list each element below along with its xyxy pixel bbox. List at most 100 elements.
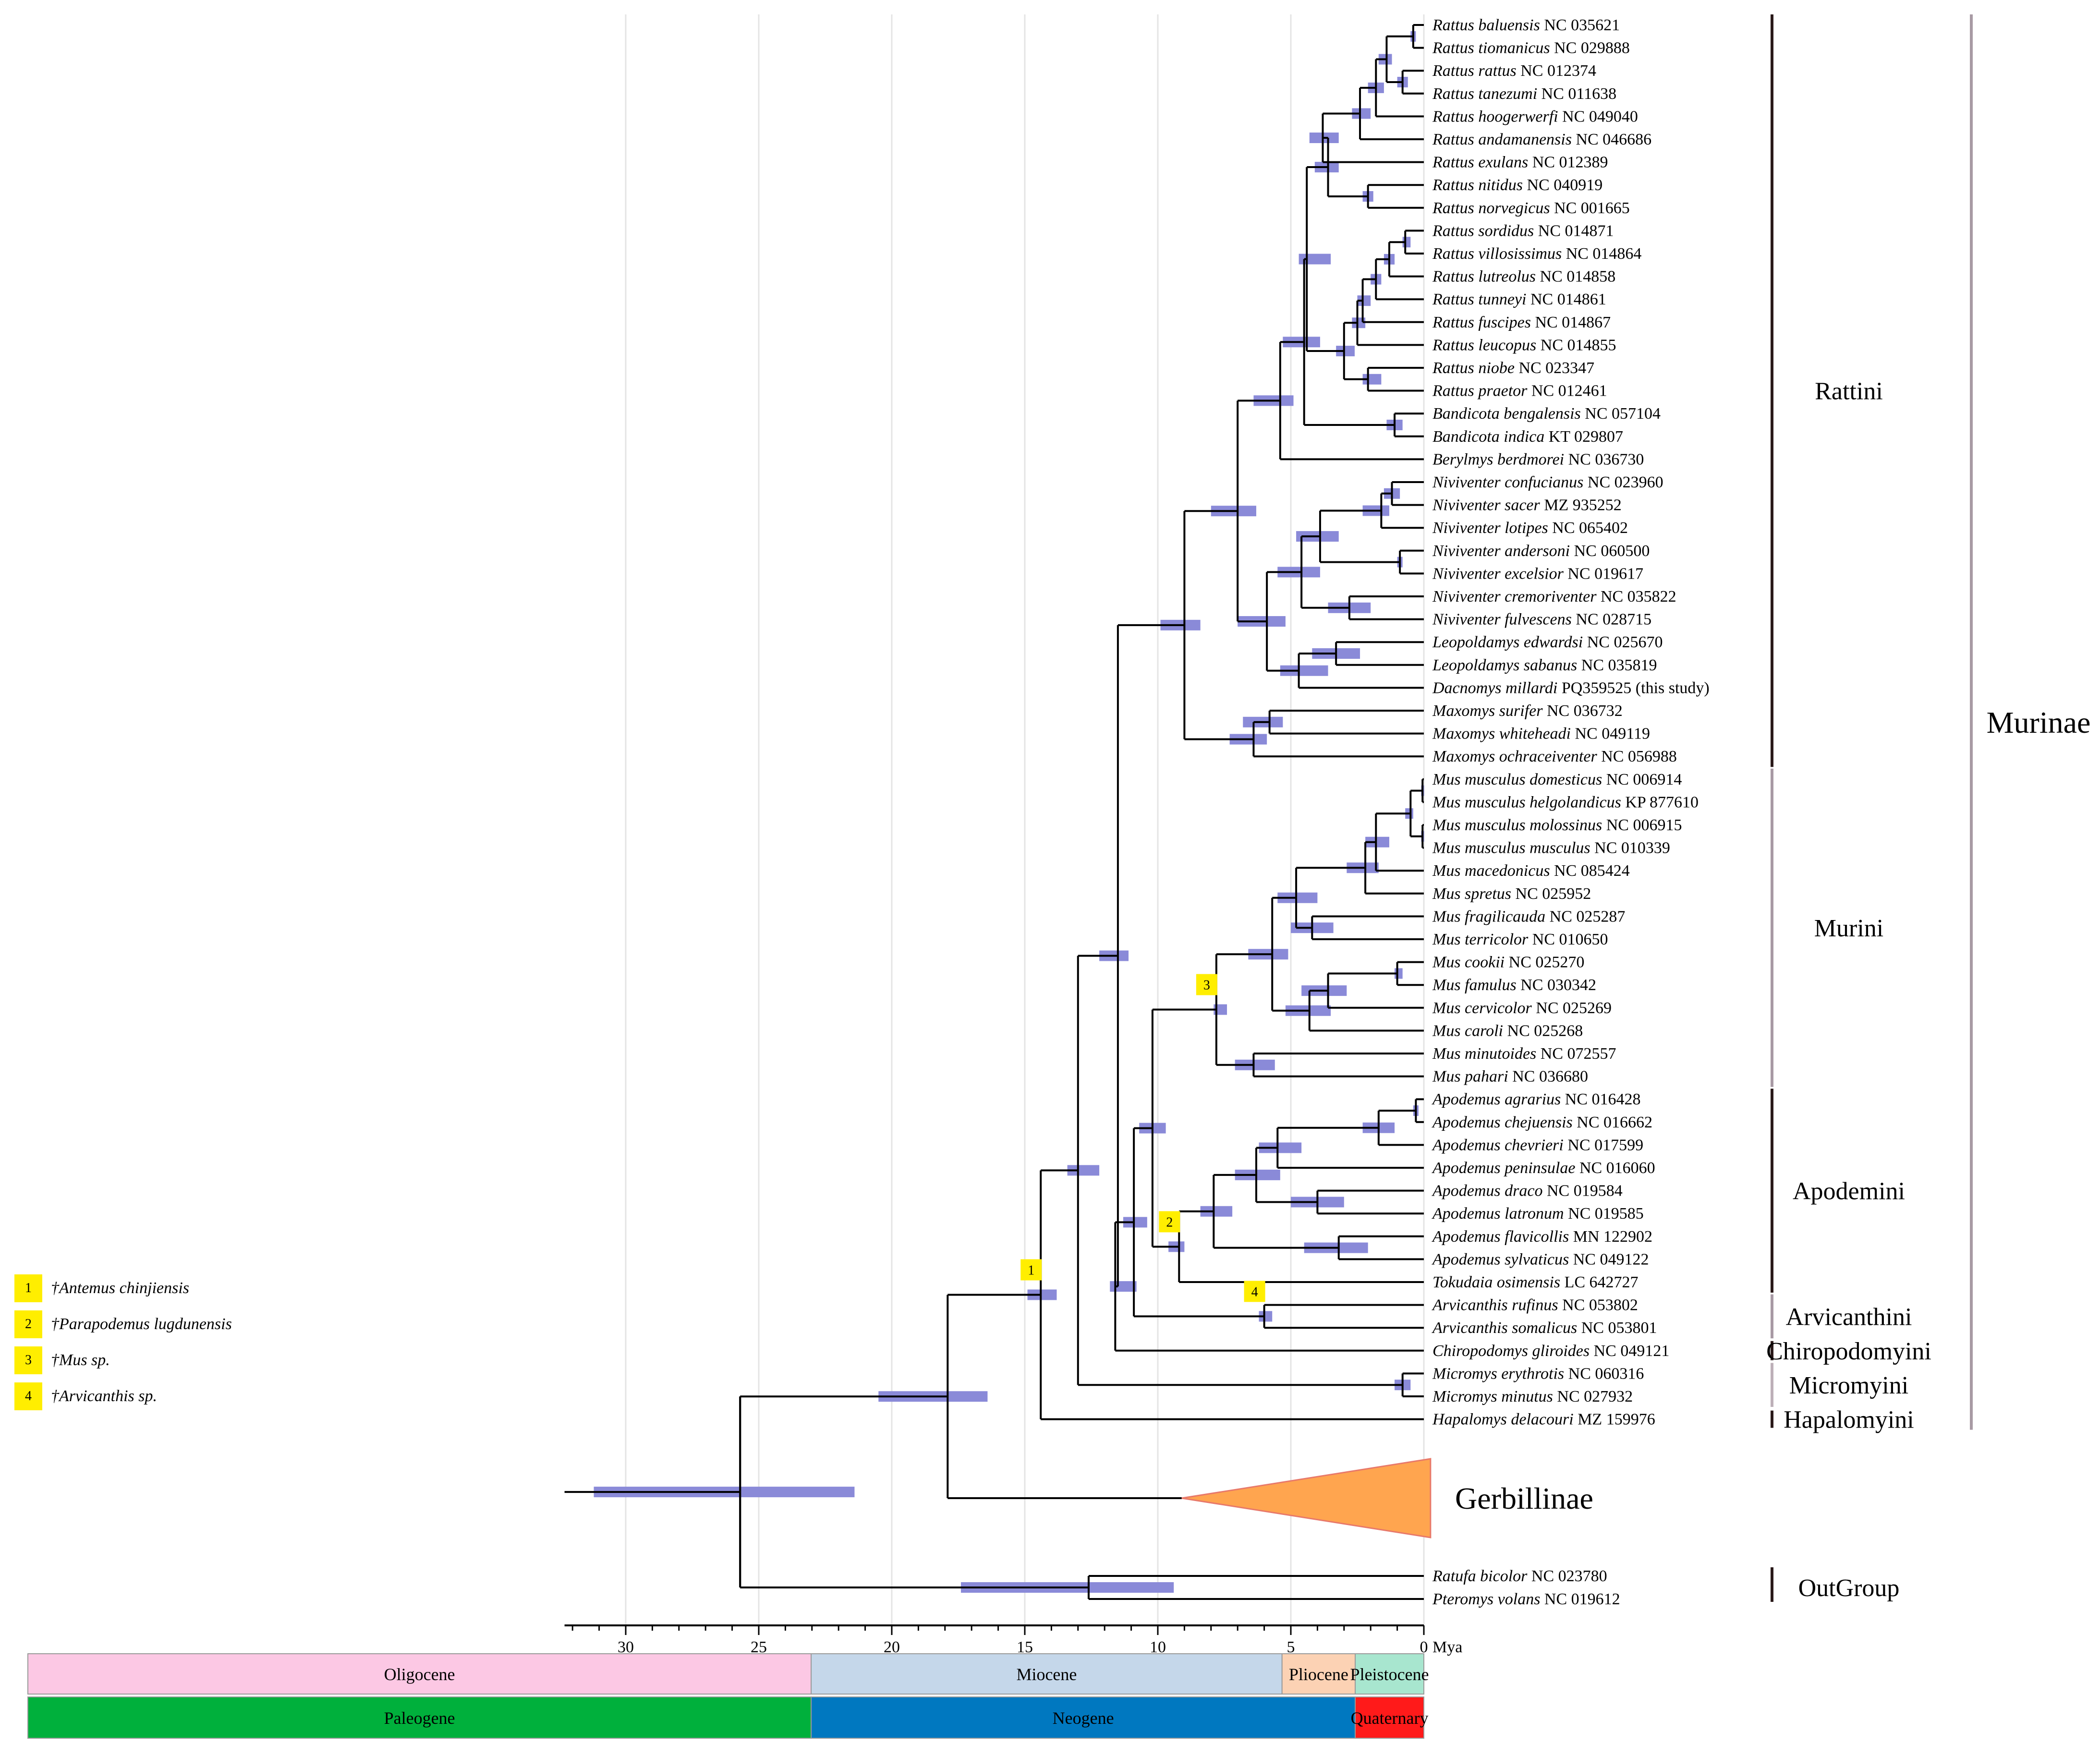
accession-number: NC 011638 [1537, 85, 1616, 103]
group-label-chiropodomyini: Chiropodomyini [1766, 1338, 1931, 1365]
tip-label: Apodemus latronum NC 019585 [1432, 1205, 1644, 1223]
accession-number: MZ 159976 [1574, 1411, 1655, 1429]
accession-number: NC 049040 [1558, 108, 1638, 125]
tip-label: Chiropodomys gliroides NC 049121 [1432, 1342, 1669, 1360]
taxon-name: Mus musculus musculus [1432, 839, 1590, 857]
epoch-label: Miocene [1016, 1665, 1077, 1684]
axis-tick-label: 5 [1287, 1638, 1295, 1656]
period-band [1355, 1696, 1425, 1739]
accession-number: NC 023780 [1527, 1567, 1607, 1585]
taxon-name: Berylmys berdmorei [1432, 450, 1564, 468]
calibration-legend-box [14, 1274, 42, 1302]
calibration-legend-number: 2 [25, 1317, 32, 1332]
accession-number: PQ359525 (this study) [1557, 679, 1709, 697]
hpd-bar [1352, 108, 1371, 119]
taxon-name: Leopoldamys edwardsi [1432, 633, 1583, 651]
tip-label: Rattus praetor NC 012461 [1432, 382, 1607, 400]
taxon-name: Chiropodomys gliroides [1432, 1342, 1590, 1360]
axis-tick-label: 20 [884, 1638, 900, 1656]
tip-label: Tokudaia osimensis LC 642727 [1432, 1273, 1639, 1291]
epoch-label: Oligocene [384, 1665, 455, 1684]
calibration-legend-name: †Mus sp. [51, 1351, 110, 1369]
accession-number: NC 085424 [1550, 862, 1630, 880]
taxon-name: Mus pahari [1432, 1068, 1508, 1086]
group-label-rattini: Rattini [1815, 378, 1883, 405]
axis-tick-label: 25 [751, 1638, 767, 1656]
taxon-name: Rattus fuscipes [1432, 314, 1531, 331]
taxon-name: Ratufa bicolor [1432, 1567, 1528, 1585]
tip-label: Pteromys volans NC 019612 [1432, 1590, 1620, 1608]
accession-number: NC 019584 [1542, 1182, 1622, 1200]
tip-label: Apodemus agrarius NC 016428 [1432, 1090, 1641, 1108]
tip-label: Apodemus chevrieri NC 017599 [1432, 1136, 1643, 1154]
tip-label: Rattus nitidus NC 040919 [1432, 176, 1602, 194]
taxon-name: Mus musculus helgolandicus [1432, 793, 1621, 811]
taxon-name: Micromys erythrotis [1432, 1365, 1564, 1382]
taxon-name: Maxomys ochraceiventer [1432, 748, 1597, 765]
period-label: Paleogene [384, 1708, 455, 1728]
tip-label: Berylmys berdmorei NC 036730 [1432, 450, 1644, 468]
period-label: Quaternary [1351, 1708, 1429, 1728]
taxon-name: Rattus baluensis [1432, 16, 1540, 34]
tip-label: Rattus baluensis NC 035621 [1432, 16, 1620, 34]
taxon-name: Mus musculus domesticus [1432, 771, 1602, 788]
hpd-bar [1235, 1059, 1275, 1070]
taxon-name: Niviventer excelsior [1432, 565, 1564, 582]
taxon-name: Rattus andamanensis [1432, 131, 1572, 148]
taxon-name: Apodemus flavicollis [1432, 1228, 1569, 1246]
tip-label: Rattus lutreolus NC 014858 [1432, 268, 1615, 286]
taxon-name: Niviventer lotipes [1432, 519, 1548, 537]
taxon-name: Apodemus agrarius [1432, 1090, 1561, 1108]
tip-label: Maxomys whiteheadi NC 049119 [1432, 725, 1650, 743]
accession-number: NC 040919 [1523, 176, 1602, 194]
tip-label: Dacnomys millardi PQ359525 (this study) [1432, 679, 1710, 697]
accession-number: NC 025270 [1505, 954, 1584, 971]
calibration-legend-name: †Parapodemus lugdunensis [51, 1315, 232, 1333]
accession-number: NC 014858 [1536, 268, 1615, 286]
group-labels: Rattini Murini Apodemini Arvicanthini Chirop… [1455, 14, 2090, 1602]
taxon-name: Apodemus peninsulae [1432, 1159, 1575, 1177]
accession-number: NC 030342 [1517, 976, 1596, 994]
tip-label: Apodemus flavicollis MN 122902 [1432, 1228, 1652, 1246]
tip-label: Niviventer sacer MZ 935252 [1432, 497, 1622, 514]
hpd-bar [1027, 1289, 1057, 1300]
hpd-bar [1280, 665, 1328, 676]
accession-number: NC 049121 [1590, 1342, 1669, 1360]
group-label-micromyini: Micromyini [1789, 1372, 1908, 1399]
calibration-node-1 [1020, 1259, 1042, 1281]
accession-number: LC 642727 [1560, 1273, 1638, 1291]
tip-label: Rattus rattus NC 012374 [1432, 62, 1596, 80]
tip-label: Mus macedonicus NC 085424 [1432, 862, 1630, 880]
accession-number: NC 025670 [1583, 633, 1663, 651]
accession-number: NC 025268 [1503, 1022, 1583, 1040]
calibration-legend-box [14, 1382, 42, 1410]
axis-tick-label: 30 [618, 1638, 634, 1656]
accession-number: NC 014864 [1562, 245, 1641, 263]
tip-label: Rattus leucopus NC 014855 [1432, 336, 1616, 354]
taxon-name: Arvicanthis somalicus [1432, 1319, 1577, 1337]
taxon-name: Mus musculus molossinus [1432, 816, 1602, 834]
epoch-band [27, 1653, 812, 1695]
accession-number: NC 057104 [1581, 405, 1661, 423]
grid-lines [625, 14, 1425, 1625]
gerbillinae-triangle [1181, 1458, 1432, 1538]
calibration-legend-name: †Arvicanthis sp. [51, 1387, 157, 1405]
taxon-name: Bandicota bengalensis [1432, 405, 1581, 423]
calibration-legend-number: 3 [25, 1353, 32, 1368]
hpd-bar [1277, 892, 1318, 903]
calibration-node-number: 3 [1203, 978, 1210, 993]
group-label-apodemini: Apodemini [1793, 1178, 1905, 1205]
accession-number: NC 012389 [1528, 154, 1608, 171]
taxon-name: Arvicanthis rufinus [1432, 1296, 1558, 1314]
tip-label: Rattus hoogerwerfi NC 049040 [1432, 108, 1638, 125]
hpd-bar [1110, 1281, 1137, 1292]
tip-label: Rattus andamanensis NC 046686 [1432, 131, 1651, 148]
taxon-name: Apodemus sylvaticus [1432, 1250, 1569, 1268]
tip-label: Niviventer andersoni NC 060500 [1432, 542, 1650, 560]
tip-label: Rattus tiomanicus NC 029888 [1432, 39, 1630, 57]
taxon-name: Rattus hoogerwerfi [1432, 108, 1558, 125]
accession-number: NC 023960 [1583, 473, 1663, 491]
taxon-name: Apodemus draco [1432, 1182, 1542, 1200]
tip-label: Niviventer confucianus NC 023960 [1432, 473, 1663, 491]
tip-label: Mus musculus musculus NC 010339 [1432, 839, 1670, 857]
